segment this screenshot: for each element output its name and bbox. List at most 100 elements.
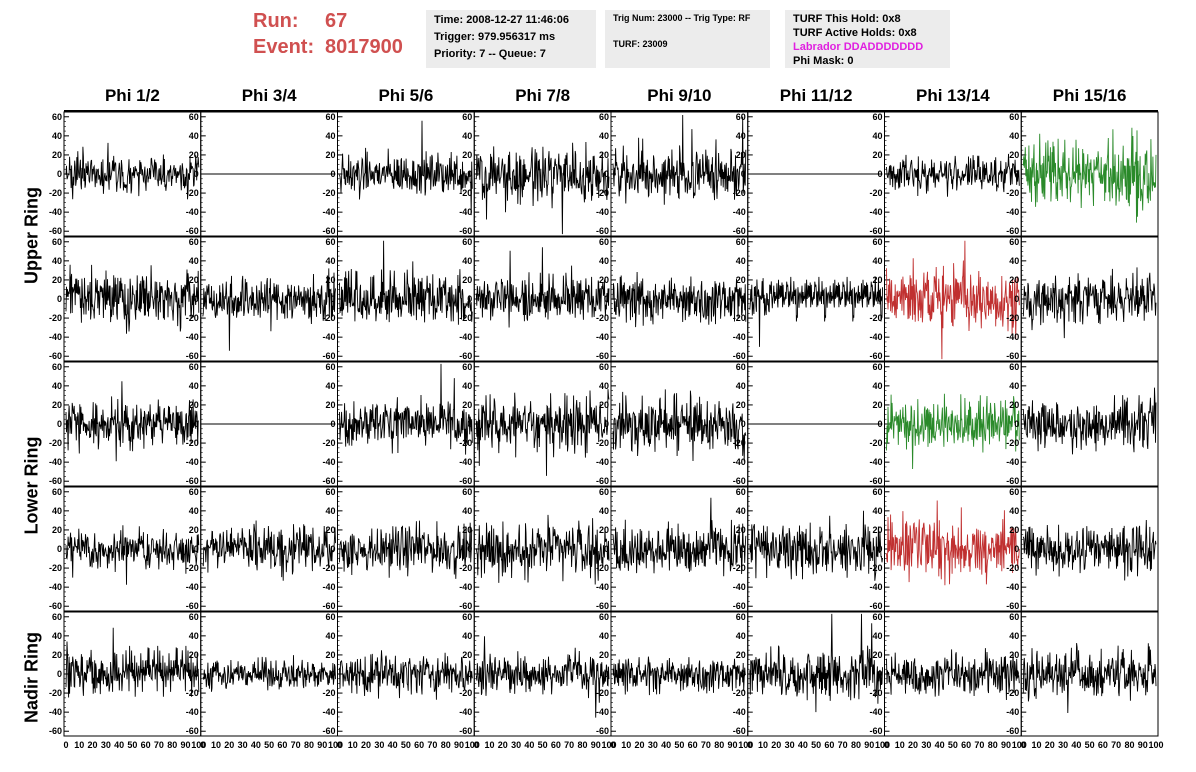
- y-tick-label: -60: [869, 226, 882, 236]
- waveform-trace: [612, 497, 747, 577]
- y-tick-label: -40: [49, 332, 62, 342]
- y-tick-label: -60: [186, 351, 199, 361]
- x-tick-label: 40: [524, 740, 534, 750]
- y-tick-label: 60: [462, 612, 472, 622]
- y-tick-label: 40: [462, 631, 472, 641]
- phi-mask-text: Phi Mask: 0: [793, 55, 854, 67]
- y-tick-label: 0: [57, 419, 62, 429]
- y-tick-label: 40: [599, 631, 609, 641]
- panel-r3-c2: -60 -40 -20 0 20 40 60: [322, 486, 475, 612]
- y-tick-label: -40: [186, 332, 199, 342]
- y-tick-label: -20: [322, 188, 335, 198]
- panel-r2-c5: -60 -40 -20 0 20 40 60: [733, 361, 885, 487]
- y-tick-label: -60: [596, 476, 609, 486]
- y-tick-label: 20: [189, 275, 199, 285]
- y-tick-label: -40: [186, 582, 199, 592]
- waveform-trace: [612, 271, 747, 328]
- x-tick-label: 10: [895, 740, 905, 750]
- y-tick-label: 40: [189, 131, 199, 141]
- y-tick-label: -20: [186, 563, 199, 573]
- y-tick-label: 20: [736, 400, 746, 410]
- turf-text: TURF: 23009: [613, 39, 668, 49]
- y-tick-label: 0: [330, 294, 335, 304]
- panel-r1-c4: -60 -40 -20 0 20 40 60: [596, 236, 749, 362]
- y-tick-label: 20: [736, 650, 746, 660]
- y-tick-label: 60: [872, 237, 882, 247]
- x-tick-label: 0: [884, 740, 889, 750]
- y-tick-label: -60: [322, 726, 335, 736]
- y-tick-label: 20: [325, 650, 335, 660]
- waveform-trace: [886, 240, 1020, 360]
- y-tick-label: 0: [194, 419, 199, 429]
- panel-r0-c2: -60 -40 -20 0 20 40 60: [322, 111, 475, 237]
- panel-r1-c7: -60 -40 -20 0 20 40 60: [1006, 236, 1159, 362]
- x-tick-label: 30: [238, 740, 248, 750]
- x-tick-label: 30: [1058, 740, 1068, 750]
- x-tick-label: 20: [361, 740, 371, 750]
- y-tick-label: 60: [736, 112, 746, 122]
- y-tick-label: -20: [596, 438, 609, 448]
- x-tick-label: 100: [328, 740, 343, 750]
- y-tick-label: 20: [872, 150, 882, 160]
- x-tick-label: 60: [414, 740, 424, 750]
- x-tick-label: 10: [74, 740, 84, 750]
- y-tick-label: -40: [49, 582, 62, 592]
- turf-info-box: TURF This Hold: 0x8 TURF Active Holds: 0…: [785, 10, 950, 68]
- waveform-trace: [65, 525, 200, 585]
- x-tick-label: 90: [727, 740, 737, 750]
- y-tick-label: 60: [599, 362, 609, 372]
- y-tick-label: 40: [599, 256, 609, 266]
- x-tick-label: 10: [1032, 740, 1042, 750]
- x-tick-label: 80: [988, 740, 998, 750]
- phi-header-6: Phi 11/12: [779, 86, 853, 105]
- y-tick-label: 40: [872, 506, 882, 516]
- y-tick-label: -40: [322, 457, 335, 467]
- phi-header-3: Phi 5/6: [378, 86, 434, 105]
- y-tick-label: 20: [872, 525, 882, 535]
- y-tick-label: 20: [462, 400, 472, 410]
- y-tick-label: 20: [736, 275, 746, 285]
- waveform-trace: [1022, 267, 1157, 339]
- y-tick-label: -20: [322, 438, 335, 448]
- y-tick-label: -40: [49, 707, 62, 717]
- x-tick-label: 40: [661, 740, 671, 750]
- y-tick-label: 60: [1009, 112, 1019, 122]
- y-tick-label: 40: [325, 381, 335, 391]
- y-tick-label: 40: [52, 506, 62, 516]
- x-tick-label: 30: [101, 740, 111, 750]
- x-tick-label: 90: [591, 740, 601, 750]
- y-tick-label: 60: [736, 487, 746, 497]
- x-tick-label: 10: [348, 740, 358, 750]
- y-tick-label: 20: [1009, 400, 1019, 410]
- y-tick-label: -40: [733, 707, 746, 717]
- x-tick-label: 0: [474, 740, 479, 750]
- y-tick-label: 60: [1009, 612, 1019, 622]
- y-tick-label: -60: [49, 601, 62, 611]
- phi-header-8: Phi 15/16: [1052, 86, 1127, 105]
- x-tick-label: 70: [427, 740, 437, 750]
- y-tick-label: 40: [325, 256, 335, 266]
- panel-r2-c4: -60 -40 -20 0 20 40 60: [596, 361, 749, 487]
- y-tick-label: 40: [1009, 631, 1019, 641]
- y-tick-label: -20: [459, 563, 472, 573]
- x-tick-label: 60: [688, 740, 698, 750]
- x-tick-label: 80: [304, 740, 314, 750]
- y-tick-label: -20: [733, 313, 746, 323]
- x-tick-label: 100: [875, 740, 890, 750]
- x-tick-label: 80: [714, 740, 724, 750]
- y-tick-label: -40: [733, 332, 746, 342]
- waveform-trace: [339, 240, 473, 325]
- x-tick-label: 20: [498, 740, 508, 750]
- y-tick-label: 40: [872, 131, 882, 141]
- panel-r3-c7: -60 -40 -20 0 20 40 60: [1006, 486, 1159, 612]
- y-tick-label: 40: [736, 256, 746, 266]
- y-tick-label: 60: [1009, 487, 1019, 497]
- y-tick-label: 40: [1009, 131, 1019, 141]
- y-tick-label: -60: [733, 351, 746, 361]
- y-tick-label: 60: [1009, 237, 1019, 247]
- x-tick-label: 20: [88, 740, 98, 750]
- x-tick-label: 40: [114, 740, 124, 750]
- x-tick-label: 100: [191, 740, 206, 750]
